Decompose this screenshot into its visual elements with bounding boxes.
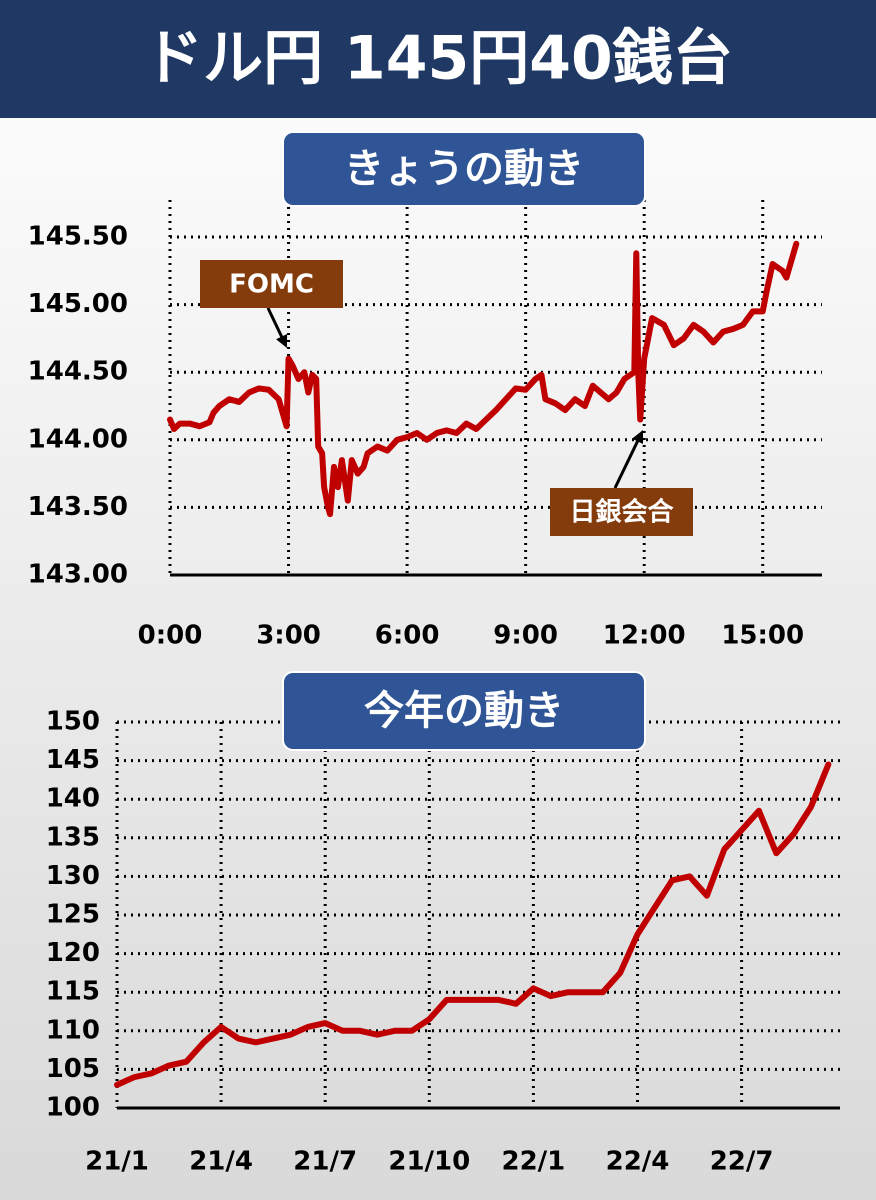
y-tick-label: 105 xyxy=(46,1054,100,1084)
annotation-arrowhead xyxy=(276,334,288,348)
x-tick-label: 12:00 xyxy=(603,621,686,651)
x-tick-label: 22/4 xyxy=(606,1147,670,1177)
y-tick-label: 145.50 xyxy=(28,222,128,252)
chart-title: きょうの動き xyxy=(344,146,584,192)
y-tick-label: 143.00 xyxy=(28,560,128,590)
x-tick-label: 6:00 xyxy=(375,621,440,651)
x-tick-label: 15:00 xyxy=(721,621,804,651)
x-tick-label: 21/1 xyxy=(85,1147,149,1177)
header-band xyxy=(0,0,876,118)
y-tick-label: 135 xyxy=(46,822,100,852)
x-tick-label: 0:00 xyxy=(138,621,203,651)
y-tick-label: 144.50 xyxy=(28,357,128,387)
annotation-text: 日銀会合 xyxy=(569,497,674,528)
x-tick-label: 9:00 xyxy=(493,621,558,651)
y-tick-label: 115 xyxy=(46,977,100,1007)
price-line xyxy=(114,761,832,1088)
chart-title: 今年の動き xyxy=(364,688,564,734)
y-tick-label: 143.50 xyxy=(28,492,128,522)
y-tick-label: 150 xyxy=(46,707,100,737)
y-tick-label: 130 xyxy=(46,861,100,891)
x-tick-label: 22/7 xyxy=(710,1147,774,1177)
annotation-arrowhead xyxy=(632,430,644,444)
y-tick-label: 145.00 xyxy=(28,289,128,319)
y-tick-label: 144.00 xyxy=(28,424,128,454)
x-tick-label: 22/1 xyxy=(502,1147,566,1177)
x-tick-label: 21/10 xyxy=(388,1147,470,1177)
y-tick-label: 125 xyxy=(46,900,100,930)
annotation-box xyxy=(200,260,343,308)
y-tick-label: 140 xyxy=(46,784,100,814)
x-tick-label: 3:00 xyxy=(256,621,321,651)
annotation-box xyxy=(550,488,693,536)
y-tick-label: 120 xyxy=(46,938,100,968)
x-tick-label: 21/4 xyxy=(189,1147,253,1177)
chart-title-box xyxy=(282,671,646,751)
y-tick-label: 100 xyxy=(46,1093,100,1123)
annotation-arrow xyxy=(266,307,285,342)
y-tick-label: 145 xyxy=(46,745,100,775)
annotation-text: FOMC xyxy=(229,270,314,300)
price-line xyxy=(167,240,800,518)
y-tick-label: 110 xyxy=(46,1015,100,1045)
annotation-arrow xyxy=(613,436,641,489)
chart-title-box xyxy=(282,131,646,207)
x-tick-label: 21/7 xyxy=(293,1147,357,1177)
page-title: ドル円 145円40銭台 xyxy=(143,24,733,94)
